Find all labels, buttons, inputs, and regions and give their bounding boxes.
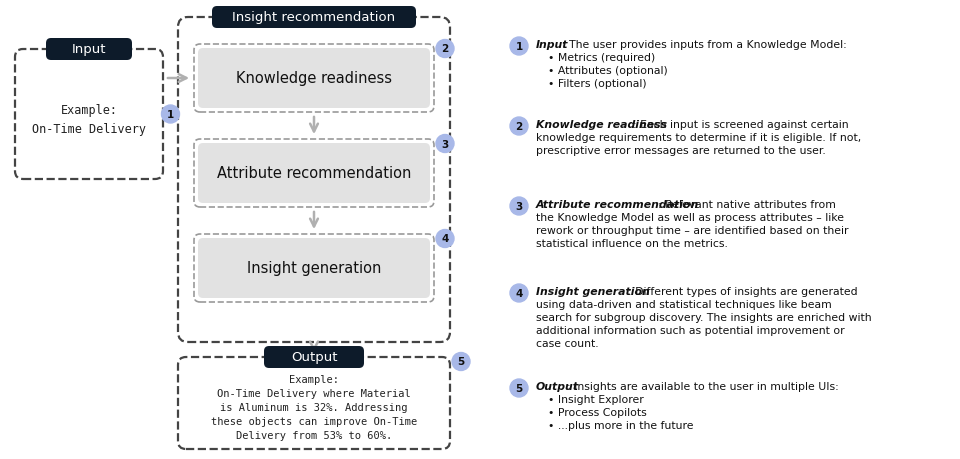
Circle shape (510, 379, 528, 397)
Text: Attribute recommendation: Attribute recommendation (217, 166, 411, 181)
Text: statistical influence on the metrics.: statistical influence on the metrics. (536, 239, 728, 248)
Circle shape (436, 230, 454, 248)
Text: : Each input is screened against certain: : Each input is screened against certain (633, 120, 849, 130)
Circle shape (510, 38, 528, 56)
Text: : Different types of insights are generated: : Different types of insights are genera… (628, 286, 857, 297)
Circle shape (452, 353, 470, 371)
Circle shape (510, 285, 528, 302)
Text: 3: 3 (516, 202, 522, 212)
Text: Knowledge readiness: Knowledge readiness (236, 71, 392, 86)
Text: Output: Output (291, 351, 337, 364)
Text: using data-driven and statistical techniques like beam: using data-driven and statistical techni… (536, 299, 831, 309)
Text: case count.: case count. (536, 338, 599, 348)
FancyBboxPatch shape (264, 346, 364, 368)
Text: 4: 4 (516, 288, 522, 298)
Text: additional information such as potential improvement or: additional information such as potential… (536, 325, 845, 335)
Text: Insight generation: Insight generation (247, 261, 381, 276)
Text: 1: 1 (167, 110, 174, 120)
FancyBboxPatch shape (198, 49, 430, 109)
Text: • Filters (optional): • Filters (optional) (548, 79, 647, 89)
Circle shape (436, 40, 454, 58)
Text: Output: Output (536, 381, 579, 391)
Text: 5: 5 (516, 383, 522, 393)
Circle shape (436, 135, 454, 153)
Text: 2: 2 (442, 45, 448, 54)
Text: • Metrics (required): • Metrics (required) (548, 53, 656, 63)
Text: Knowledge readiness: Knowledge readiness (536, 120, 667, 130)
FancyBboxPatch shape (46, 39, 132, 61)
Text: prescriptive error messages are returned to the user.: prescriptive error messages are returned… (536, 146, 826, 156)
Circle shape (510, 197, 528, 216)
Circle shape (510, 118, 528, 136)
FancyBboxPatch shape (198, 144, 430, 203)
Text: 4: 4 (442, 234, 448, 244)
Text: Input: Input (72, 44, 107, 56)
Text: : Relevant native attributes from: : Relevant native attributes from (659, 200, 836, 210)
Text: • ...plus more in the future: • ...plus more in the future (548, 420, 693, 430)
Text: Example:
On-Time Delivery: Example: On-Time Delivery (32, 104, 146, 136)
Text: : Insights are available to the user in multiple UIs:: : Insights are available to the user in … (566, 381, 838, 391)
Text: 2: 2 (516, 122, 522, 132)
Text: • Insight Explorer: • Insight Explorer (548, 394, 644, 404)
Text: Attribute recommendation: Attribute recommendation (536, 200, 699, 210)
Text: • Attributes (optional): • Attributes (optional) (548, 66, 668, 76)
Text: 1: 1 (516, 42, 522, 52)
Text: : The user provides inputs from a Knowledge Model:: : The user provides inputs from a Knowle… (562, 40, 847, 50)
Text: rework or throughput time – are identified based on their: rework or throughput time – are identifi… (536, 225, 849, 235)
Text: Insight generation: Insight generation (536, 286, 650, 297)
Text: search for subgroup discovery. The insights are enriched with: search for subgroup discovery. The insig… (536, 312, 872, 322)
FancyBboxPatch shape (198, 239, 430, 298)
Text: the Knowledge Model as well as process attributes – like: the Knowledge Model as well as process a… (536, 213, 844, 223)
Text: • Process Copilots: • Process Copilots (548, 407, 647, 417)
Text: 5: 5 (457, 357, 465, 367)
Circle shape (161, 106, 180, 124)
FancyBboxPatch shape (212, 7, 416, 29)
Text: Example:
On-Time Delivery where Material
is Aluminum is 32%. Addressing
these ob: Example: On-Time Delivery where Material… (211, 374, 418, 440)
Text: Insight recommendation: Insight recommendation (232, 11, 396, 24)
Text: knowledge requirements to determine if it is eligible. If not,: knowledge requirements to determine if i… (536, 133, 861, 143)
Text: 3: 3 (442, 139, 448, 149)
Text: Input: Input (536, 40, 568, 50)
